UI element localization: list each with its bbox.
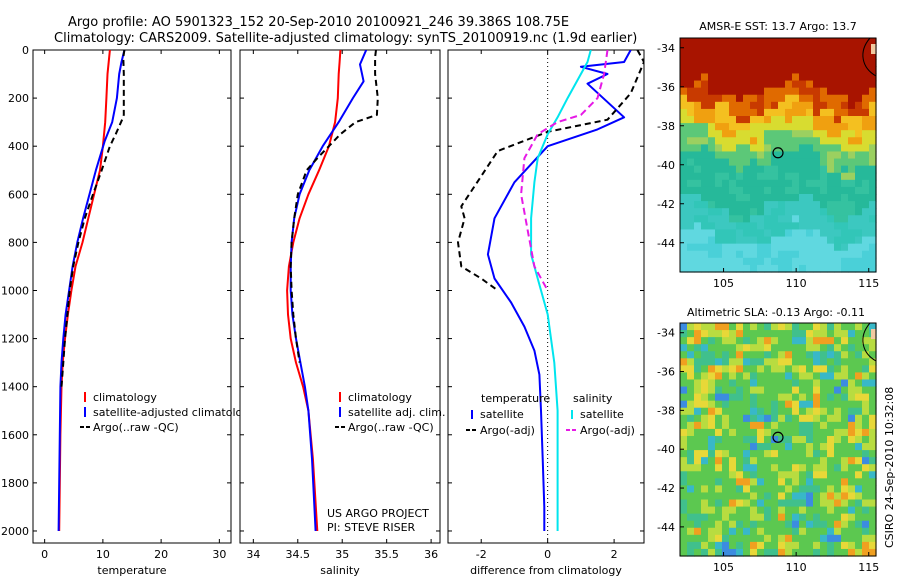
depth-tick-label: 600 [8, 188, 29, 201]
temperature-series-satellite-adjusted-climatology [57, 50, 126, 532]
salinity-xtick-label: 34.5 [286, 548, 311, 561]
salinity-panel: 34 34.5 35 35.5 36 salinity climatology satelli… [239, 49, 445, 577]
sla-map-ytick-label: -38 [657, 404, 675, 417]
temperature-xtick-label: 0 [41, 548, 48, 561]
temperature-plot-frame [32, 49, 232, 544]
sst-map-ytick-label: -44 [657, 237, 675, 250]
title-line-2: Climatology: CARS2009. Satellite-adjuste… [54, 31, 637, 46]
sst-argo-marker [772, 147, 784, 159]
title-line-1: Argo profile: AO 5901323_152 20-Sep-2010… [68, 15, 569, 30]
legend-label: Argo(-adj) [480, 424, 535, 437]
legend-label: climatology [348, 391, 412, 404]
legend-label: climatology [93, 391, 157, 404]
sst-map-ytick-label: -40 [657, 159, 675, 172]
sla-map-xtick-label: 105 [713, 561, 734, 574]
credit-label: CSIRO 24-Sep-2010 10:32:08 [883, 387, 896, 548]
sst-map-xtick-label: 115 [858, 277, 879, 290]
sla-map-xtick-label: 115 [858, 561, 879, 574]
difference-panel: -2 0 2 difference from climatology temperatu… [447, 49, 645, 577]
sla-map-xtick-label: 110 [786, 561, 807, 574]
sla-map-frame [679, 322, 877, 557]
sst-map-panel: AMSR-E SST: 13.7 Argo: 13.7 105 110 115 -34 -… [657, 20, 879, 290]
sst-map-field [680, 38, 877, 273]
temperature-series-climatology [58, 50, 111, 532]
temperature-series-group [57, 50, 126, 532]
sla-argo-marker [772, 431, 784, 443]
depth-tick-label: 1800 [1, 477, 29, 490]
sla-land-patch [871, 329, 876, 339]
difference-series-argo-adj- [457, 50, 644, 292]
sst-map-ytick-label: -42 [657, 198, 675, 211]
temperature-series-argo-raw-qc- [60, 50, 126, 387]
legend-label: satellite adj. clim. [348, 406, 445, 419]
legend-header-salinity: salinity [573, 392, 613, 405]
legend-label: satellite-adjusted climatology [93, 406, 256, 419]
depth-tick-label: 2000 [1, 525, 29, 538]
sla-map-panel: Altimetric SLA: -0.13 Argo: -0.11 105 110 1… [657, 306, 879, 574]
salinity-series-climatology [286, 50, 342, 532]
legend-label: Argo(..raw -QC) [93, 421, 179, 434]
sla-map-ytick-label: -36 [657, 366, 675, 379]
difference-series-satellite [530, 50, 592, 531]
difference-axis-label: difference from climatology [470, 564, 622, 577]
sst-map-ytick-label: -36 [657, 81, 675, 94]
project-line-1: US ARGO PROJECT [327, 507, 429, 520]
legend-label: satellite [580, 408, 624, 421]
salinity-series-argo-raw-qc- [289, 50, 379, 363]
salinity-xtick-label: 35.5 [374, 548, 399, 561]
legend-label: satellite [480, 408, 524, 421]
sst-map-xtick-label: 110 [786, 277, 807, 290]
depth-tick-label: 0 [22, 44, 29, 57]
legend-label: Argo(..raw -QC) [348, 421, 434, 434]
sla-map-ytick-label: -40 [657, 443, 675, 456]
difference-xtick-label: 0 [544, 548, 551, 561]
salinity-series-group [286, 50, 379, 532]
sst-land-patch [871, 44, 876, 54]
depth-tick-label: 800 [8, 236, 29, 249]
salinity-xtick-label: 34 [246, 548, 260, 561]
depth-tick-label: 200 [8, 92, 29, 105]
sla-map-title: Altimetric SLA: -0.13 Argo: -0.11 [687, 306, 865, 319]
depth-tick-label: 1200 [1, 333, 29, 346]
sst-map-ytick-label: -34 [657, 42, 675, 55]
difference-series-group [457, 50, 644, 531]
sst-map-xtick-label: 105 [713, 277, 734, 290]
difference-plot-frame [447, 49, 645, 544]
salinity-xtick-label: 36 [424, 548, 438, 561]
temperature-axis-label: temperature [97, 564, 166, 577]
sla-map-ytick-label: -42 [657, 482, 675, 495]
depth-tick-label: 1400 [1, 381, 29, 394]
legend-header-temperature: temperature [481, 392, 550, 405]
depth-tick-label: 1000 [1, 284, 29, 297]
sst-map-ytick-label: -38 [657, 120, 675, 133]
sst-map-title: AMSR-E SST: 13.7 Argo: 13.7 [699, 20, 857, 33]
salinity-axis-label: salinity [320, 564, 360, 577]
sla-map-ytick-label: -34 [657, 327, 675, 340]
sst-map-frame [679, 37, 877, 273]
depth-tick-label: 400 [8, 140, 29, 153]
sla-coastline [862, 322, 877, 362]
temperature-xtick-label: 30 [212, 548, 226, 561]
sla-map-field [680, 323, 877, 557]
temperature-xtick-label: 10 [96, 548, 110, 561]
salinity-plot-frame [239, 49, 441, 544]
salinity-xtick-label: 35 [335, 548, 349, 561]
difference-xtick-label: 2 [611, 548, 618, 561]
sst-coastline [862, 37, 877, 77]
project-line-2: PI: STEVE RISER [327, 521, 416, 534]
legend-label: Argo(-adj) [580, 424, 635, 437]
difference-xtick-label: -2 [476, 548, 487, 561]
temperature-xtick-label: 20 [154, 548, 168, 561]
sla-map-ytick-label: -44 [657, 521, 675, 534]
depth-tick-label: 1600 [1, 429, 29, 442]
temperature-panel: 0 10 20 30 0 200 400 600 800 1000 1200 1400 1600 1800… [1, 44, 256, 577]
difference-series-argo-adj- [520, 50, 609, 291]
